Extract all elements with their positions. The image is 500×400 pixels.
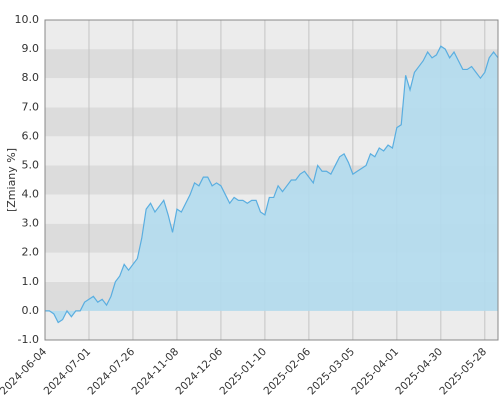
y-tick-label: 6.0 — [22, 129, 40, 142]
y-tick-label: 9.0 — [22, 42, 40, 55]
y-tick-label: 10.0 — [15, 13, 40, 26]
line — [45, 45, 499, 324]
y-axis-label: [Zmiany %] — [5, 148, 18, 212]
y-tick-label: 0.0 — [22, 304, 40, 317]
plot-border — [44, 19, 499, 341]
x-tick-label: 2025-05-28 — [437, 346, 489, 398]
y-tick-label: 2.0 — [22, 246, 40, 259]
grid-band — [45, 310, 498, 340]
y-tick-label: 4.0 — [22, 188, 40, 201]
y-tick-label: 7.0 — [22, 100, 40, 113]
y-tick-label: 1.0 — [22, 275, 40, 288]
grid-band — [45, 20, 498, 50]
y-tick-label: -1.0 — [18, 333, 39, 346]
area — [45, 46, 498, 323]
y-tick-label: 3.0 — [22, 217, 40, 230]
y-tick-label: 5.0 — [22, 158, 40, 171]
y-tick-label: 8.0 — [22, 71, 40, 84]
